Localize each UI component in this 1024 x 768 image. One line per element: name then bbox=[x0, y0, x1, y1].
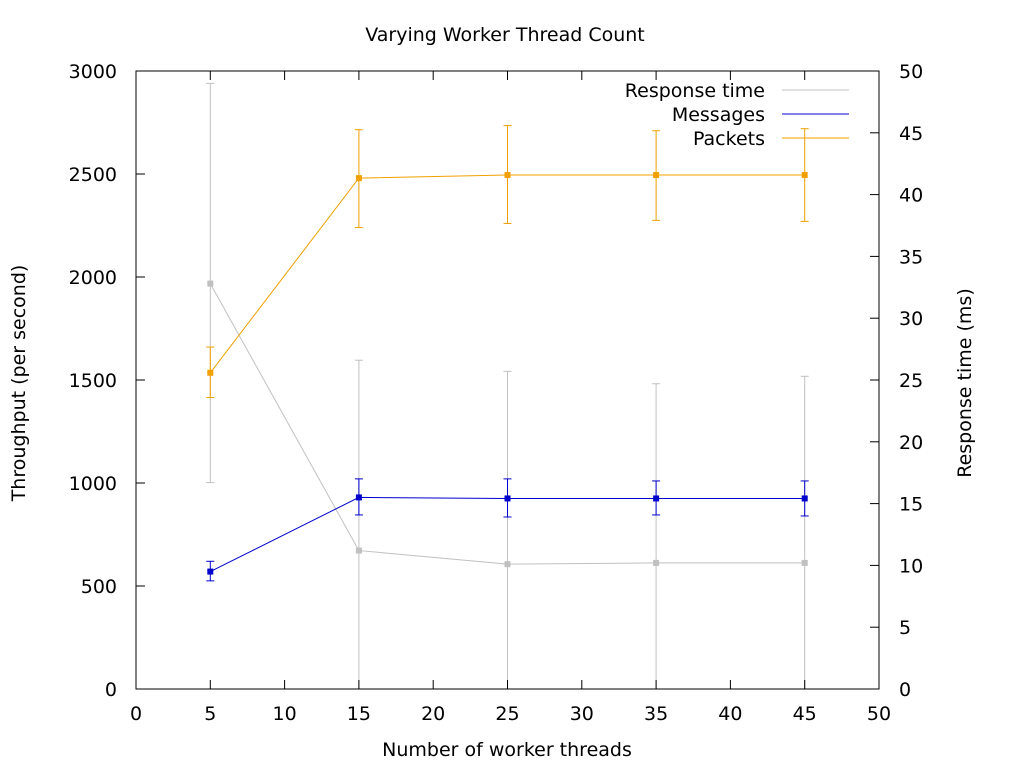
y2-tick-label: 25 bbox=[899, 370, 923, 392]
data-point bbox=[207, 568, 214, 575]
x-tick-label: 0 bbox=[130, 703, 142, 725]
x-tick-label: 50 bbox=[867, 703, 891, 725]
data-point bbox=[653, 559, 660, 566]
y2-tick-label: 40 bbox=[899, 185, 923, 207]
x-tick-label: 35 bbox=[644, 703, 668, 725]
y-tick-label: 3000 bbox=[69, 61, 117, 83]
y-tick-label: 0 bbox=[105, 679, 117, 701]
y2-tick-label: 50 bbox=[899, 61, 923, 83]
x-tick-label: 25 bbox=[495, 703, 519, 725]
data-point bbox=[207, 280, 214, 287]
data-point bbox=[801, 172, 808, 179]
series-2 bbox=[206, 125, 809, 399]
y2-tick-label: 35 bbox=[899, 246, 923, 268]
y2-axis-title: Response time (ms) bbox=[954, 288, 976, 478]
data-point bbox=[355, 175, 362, 182]
y2-tick-label: 10 bbox=[899, 555, 923, 577]
y2-tick-label: 45 bbox=[899, 123, 923, 145]
legend-label: Messages bbox=[672, 104, 765, 126]
x-tick-label: 30 bbox=[570, 703, 594, 725]
y-tick-label: 1000 bbox=[69, 473, 117, 495]
axis-ticks bbox=[135, 70, 880, 690]
y2-tick-label: 30 bbox=[899, 308, 923, 330]
data-point bbox=[504, 495, 511, 502]
data-point bbox=[801, 559, 808, 566]
axis-tick-labels: 0 5 10 15 20 25 30 35 40 45 5005001000150020002500… bbox=[69, 61, 924, 725]
y2-tick-label: 15 bbox=[899, 494, 923, 516]
x-tick-label: 5 bbox=[204, 703, 216, 725]
data-point bbox=[355, 494, 362, 501]
legend-label: Packets bbox=[693, 128, 765, 150]
series-1 bbox=[206, 478, 809, 582]
x-tick-label: 40 bbox=[718, 703, 742, 725]
plot-series bbox=[206, 82, 809, 690]
y-tick-label: 1500 bbox=[69, 370, 117, 392]
x-tick-label: 20 bbox=[421, 703, 445, 725]
data-point bbox=[653, 495, 660, 502]
data-point bbox=[653, 172, 660, 179]
legend-label: Response time bbox=[625, 80, 765, 102]
y-axis-title: Throughput (per second) bbox=[8, 265, 30, 503]
y-tick-label: 2500 bbox=[69, 164, 117, 186]
data-point bbox=[504, 172, 511, 179]
y2-tick-label: 5 bbox=[899, 617, 911, 639]
x-tick-label: 10 bbox=[273, 703, 297, 725]
y2-tick-label: 0 bbox=[899, 679, 911, 701]
y-tick-label: 2000 bbox=[69, 267, 117, 289]
x-axis-title: Number of worker threads bbox=[382, 739, 632, 761]
data-point bbox=[207, 369, 214, 376]
x-tick-label: 45 bbox=[793, 703, 817, 725]
y-tick-label: 500 bbox=[81, 576, 117, 598]
x-tick-label: 15 bbox=[347, 703, 371, 725]
chart-title: Varying Worker Thread Count bbox=[365, 24, 645, 46]
data-point bbox=[801, 495, 808, 502]
data-point bbox=[355, 547, 362, 554]
y2-tick-label: 20 bbox=[899, 432, 923, 454]
data-point bbox=[504, 561, 511, 568]
